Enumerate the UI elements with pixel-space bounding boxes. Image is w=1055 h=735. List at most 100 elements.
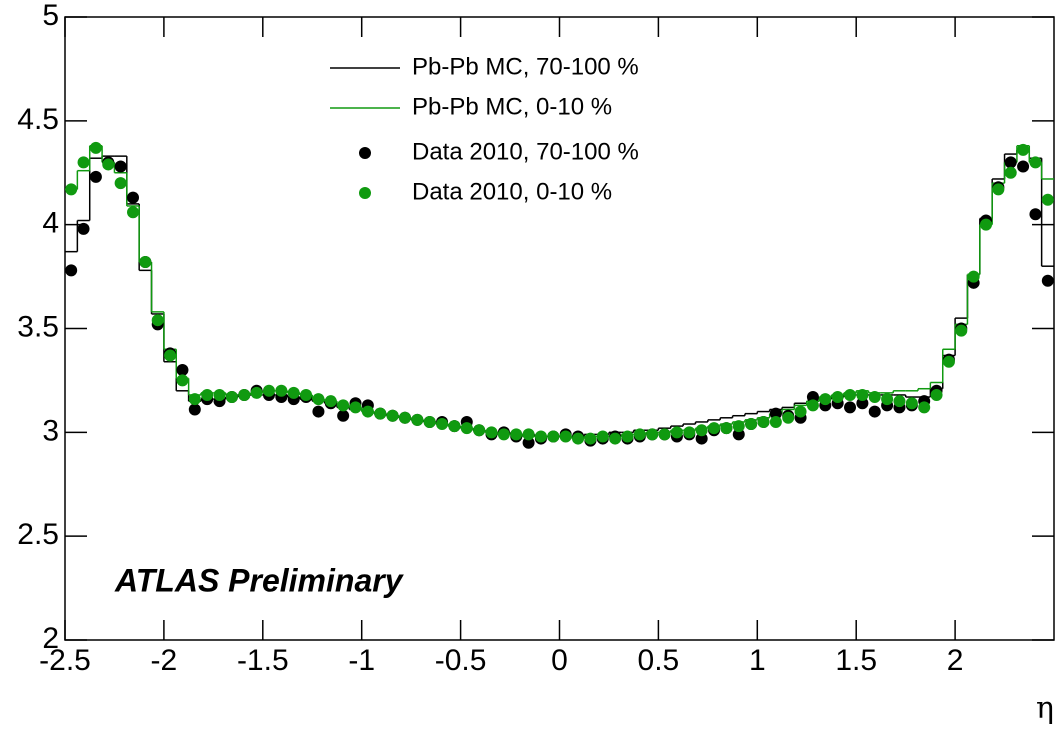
- data-point: [485, 426, 498, 439]
- annotation: ATLAS Preliminary: [114, 562, 405, 598]
- y-tick-label: 2: [42, 622, 59, 655]
- data-point: [856, 397, 869, 410]
- data-point: [596, 430, 609, 443]
- data-point: [275, 384, 288, 397]
- y-tick-label: 5: [42, 0, 59, 32]
- legend-label: Data 2010, 70-100 %: [412, 138, 639, 165]
- data-point: [176, 374, 189, 387]
- data-point: [868, 391, 881, 404]
- data-point: [1004, 156, 1017, 169]
- data-point: [1017, 143, 1030, 156]
- data-point: [114, 177, 127, 190]
- data-point: [102, 158, 115, 171]
- data-point: [893, 395, 906, 408]
- data-point: [287, 386, 300, 399]
- data-point: [992, 183, 1005, 196]
- data-point: [572, 432, 585, 445]
- legend-marker: [359, 147, 371, 159]
- data-point: [844, 388, 857, 401]
- x-tick-label: 0.5: [638, 644, 680, 677]
- x-tick-label: -1: [348, 644, 375, 677]
- data-point: [423, 415, 436, 428]
- data-point: [65, 183, 78, 196]
- data-point: [670, 426, 683, 439]
- data-point: [65, 264, 78, 277]
- data-point: [374, 407, 387, 420]
- data-point: [126, 191, 139, 204]
- data-point: [436, 418, 449, 431]
- data-point: [188, 393, 201, 406]
- data-point: [300, 388, 313, 401]
- data-point: [460, 422, 473, 435]
- data-point: [844, 401, 857, 414]
- data-point: [213, 388, 226, 401]
- data-point: [1017, 160, 1030, 173]
- data-point: [312, 393, 325, 406]
- data-point: [324, 395, 337, 408]
- x-tick-label: 1.5: [835, 644, 877, 677]
- data-point: [732, 420, 745, 433]
- data-point: [559, 430, 572, 443]
- data-point: [262, 384, 275, 397]
- data-point: [225, 391, 238, 404]
- data-point: [89, 141, 102, 154]
- legend-label: Pb-Pb MC, 70-100 %: [412, 53, 639, 80]
- data-point: [967, 270, 980, 283]
- data-point: [547, 430, 560, 443]
- data-point: [398, 411, 411, 424]
- data-point: [732, 428, 745, 441]
- data-point: [695, 424, 708, 437]
- data-point: [695, 432, 708, 445]
- y-tick-label: 4.5: [17, 103, 59, 136]
- data-point: [1004, 166, 1017, 179]
- data-point: [868, 405, 881, 418]
- data-point: [806, 391, 819, 404]
- data-point: [980, 218, 993, 231]
- legend-marker: [359, 187, 371, 199]
- data-point: [77, 156, 90, 169]
- data-point: [745, 418, 758, 431]
- y-tick-label: 4: [42, 207, 59, 240]
- data-point: [819, 393, 832, 406]
- data-point: [794, 405, 807, 418]
- data-point: [114, 160, 127, 173]
- x-tick-label: 1: [749, 644, 766, 677]
- data-point: [522, 436, 535, 449]
- data-point: [188, 403, 201, 416]
- x-tick-label: -1.5: [237, 644, 289, 677]
- data-point: [139, 256, 152, 269]
- data-point: [386, 409, 399, 422]
- x-axis-label: η: [1036, 691, 1054, 726]
- data-point: [769, 415, 782, 428]
- data-point: [658, 428, 671, 441]
- data-point: [831, 391, 844, 404]
- data-point: [89, 170, 102, 183]
- data-point: [1041, 193, 1054, 206]
- data-point: [1029, 156, 1042, 169]
- y-tick-label: 3: [42, 414, 59, 447]
- x-tick-label: -2: [151, 644, 178, 677]
- data-point: [126, 206, 139, 219]
- y-tick-label: 3.5: [17, 310, 59, 343]
- data-point: [683, 426, 696, 439]
- y-tick-label: 2.5: [17, 518, 59, 551]
- data-point: [1029, 208, 1042, 221]
- data-point: [757, 415, 770, 428]
- data-point: [918, 401, 931, 414]
- data-point: [448, 420, 461, 433]
- data-point: [534, 430, 547, 443]
- data-point: [176, 364, 189, 377]
- data-point: [164, 349, 177, 362]
- legend-label: Data 2010, 0-10 %: [412, 178, 612, 205]
- data-point: [584, 432, 597, 445]
- data-point: [955, 324, 968, 337]
- data-point: [1041, 274, 1054, 287]
- data-point: [337, 409, 350, 422]
- data-point: [905, 397, 918, 410]
- data-point: [646, 428, 659, 441]
- data-point: [151, 314, 164, 327]
- data-point: [510, 428, 523, 441]
- data-point: [349, 401, 362, 414]
